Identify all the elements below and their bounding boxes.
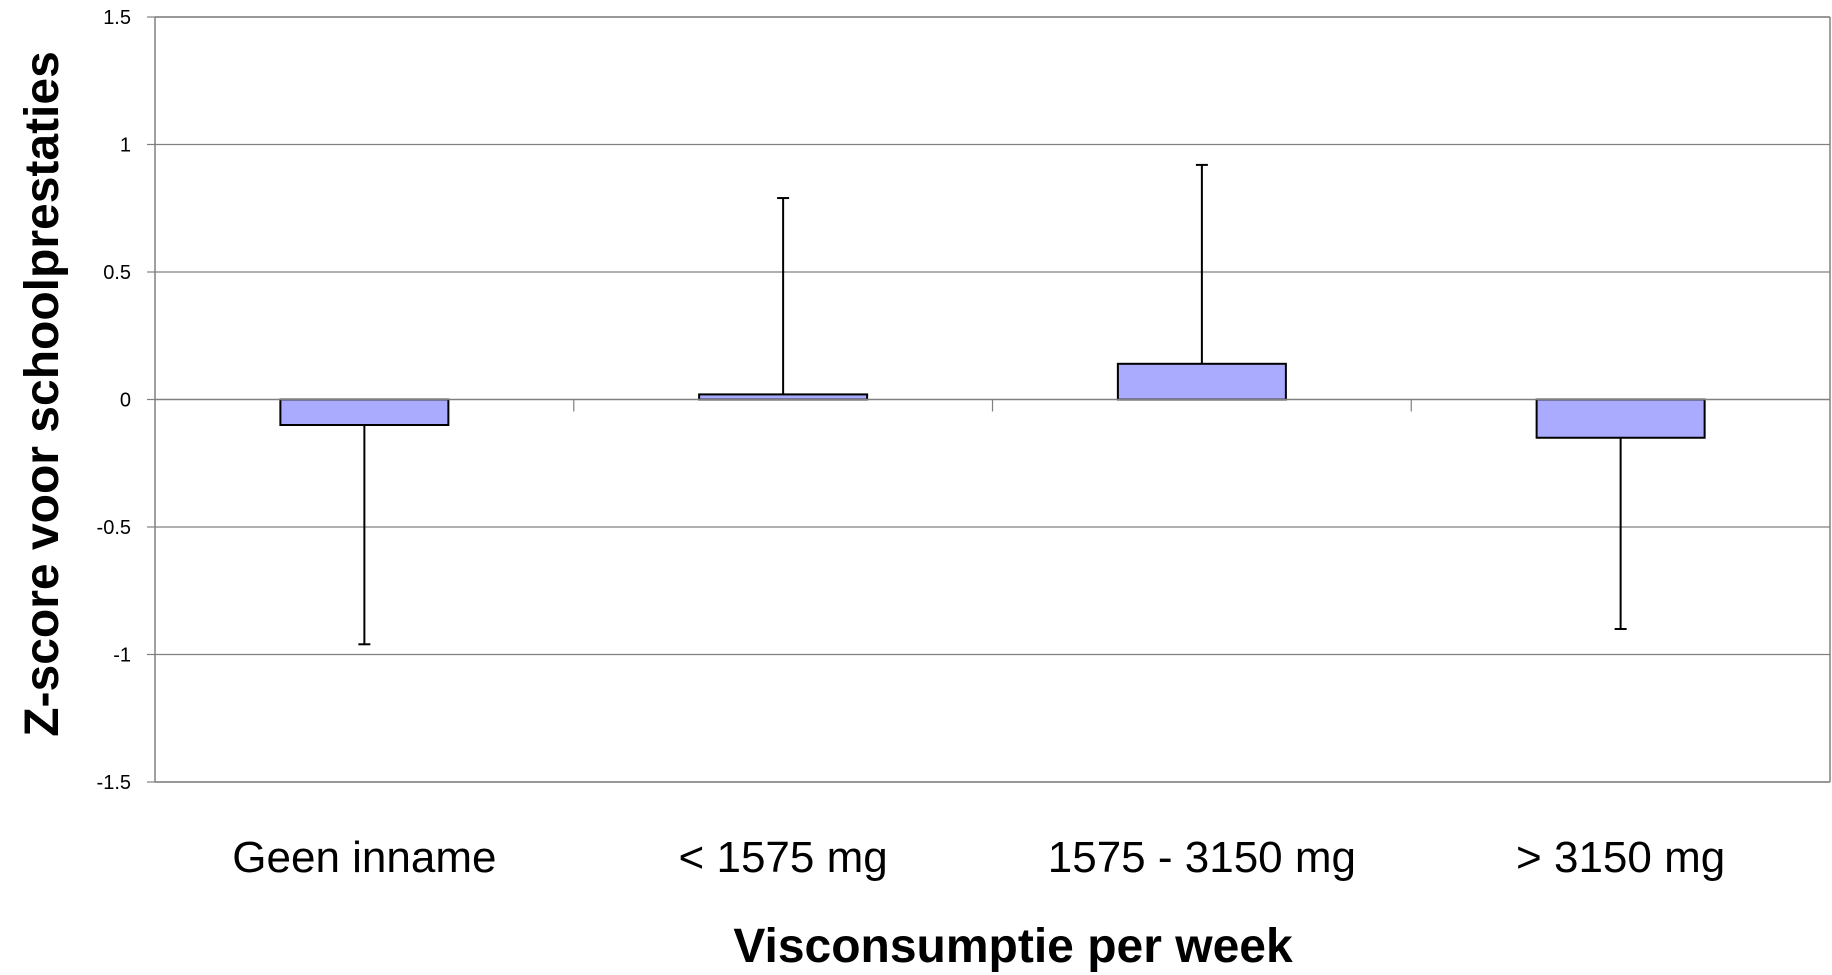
y-tick-label: 0.5 [103,262,131,284]
y-axis-title: Z-score voor schoolprestaties [16,51,69,737]
y-tick-label: 0 [120,390,131,412]
axes [154,16,1831,783]
bar [698,393,869,401]
x-category-label: Geen inname [232,833,496,882]
y-tick-label: -1.5 [97,772,131,794]
x-category-label: 1575 - 3150 mg [1048,833,1356,882]
y-tick-labels: 1.5 1 0.5 0 -0.5 -1 -1.5 [97,7,131,794]
x-category-labels: Geen inname < 1575 mg 1575 - 3150 mg > 3150… [232,833,1725,882]
error-bars [358,163,1627,646]
bar [279,398,450,426]
x-category-label: > 3150 mg [1516,833,1725,882]
y-tick-label: 1 [120,135,131,157]
x-category-label: < 1575 mg [679,833,888,882]
y-tick-label: -0.5 [97,517,131,539]
y-tick-label: -1 [113,645,131,667]
x-axis-title: Visconsumptie per week [733,920,1293,973]
bar [1116,362,1287,401]
y-tick-label: 1.5 [103,7,131,29]
bar [1535,398,1706,439]
